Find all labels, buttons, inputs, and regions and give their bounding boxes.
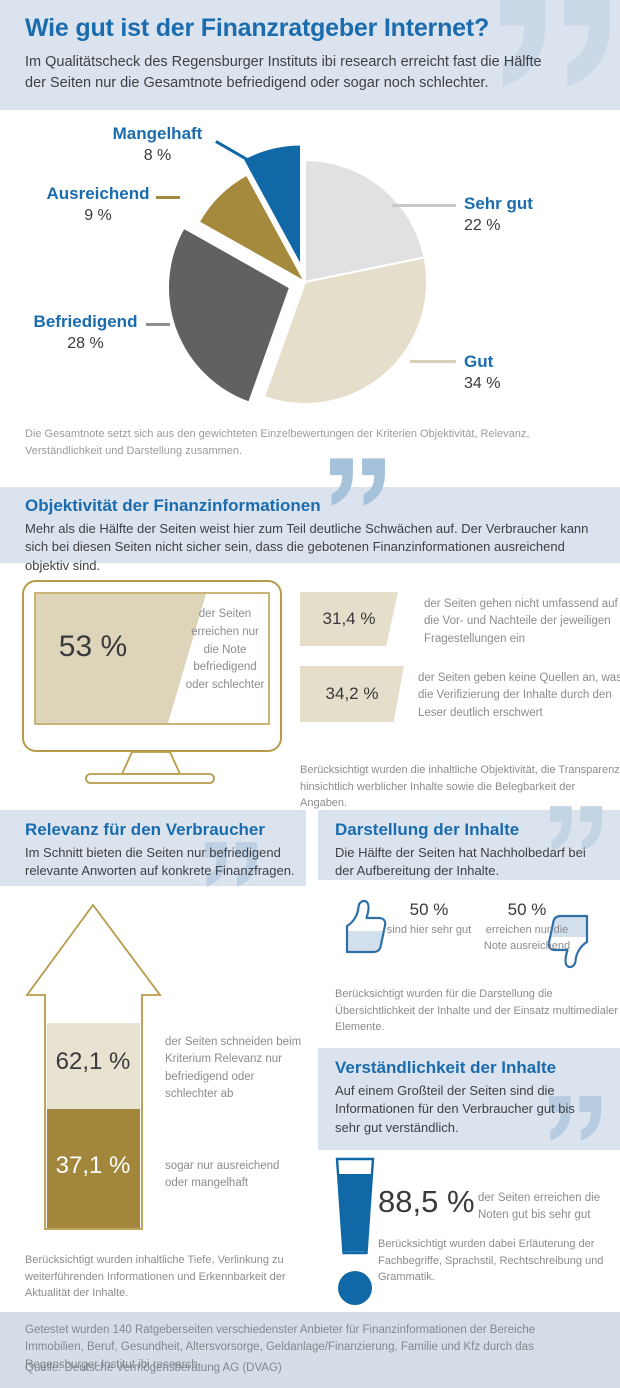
pie-slice-gut: [262, 256, 428, 405]
page-subtitle: Im Qualitätscheck des Regensburger Insti…: [25, 54, 542, 92]
pie-label-ausreichend: Ausreichend 9 %: [42, 184, 154, 225]
pie-category-name: Sehr gut: [464, 194, 533, 213]
pie-category-name: Ausreichend: [46, 184, 150, 203]
pie-label-befriedigend: Befriedigend 28 %: [28, 312, 143, 353]
page-title: Wie gut ist der Finanzratgeber Internet?: [25, 14, 490, 42]
pie-category-name: Mangelhaft: [112, 124, 203, 143]
objektivitaet-heading: Objektivität der Finanzinformationen: [25, 496, 321, 515]
objektivitaet-text: Mehr als die Hälfte der Seiten weist hie…: [25, 521, 589, 573]
quote-icon: [549, 1096, 602, 1141]
pie-category-name: Befriedigend: [33, 312, 138, 331]
pie-label-mangelhaft: Mangelhaft 8 %: [100, 124, 215, 165]
thumb-stat-text: erreichen nur die Note ausreichend: [483, 924, 571, 952]
pie-slice-sehr-gut: [304, 158, 426, 284]
stat-value: 31,4 %: [322, 609, 376, 628]
thumb-up-icon: [345, 899, 387, 954]
quote-icon: [550, 806, 603, 851]
footer-band: [0, 1312, 620, 1388]
pie-slice-mangelhaft: [241, 143, 303, 267]
arrow-stat-text-top: der Seiten schneiden beim Kriterium Rele…: [165, 1036, 302, 1100]
pie-label-sehr-gut: Sehr gut 22 %: [464, 194, 594, 235]
pie-slice-befriedigend: [167, 226, 292, 404]
quote-icon: [205, 842, 258, 887]
pie-chart: [167, 143, 428, 405]
pie-label-gut: Gut 34 %: [464, 352, 594, 393]
arrow-block-top: [47, 1023, 140, 1109]
arrow-stat-text-bottom: sogar nur ausreichend oder mangelhaft: [165, 1160, 280, 1190]
verstaendlichkeit-footnote: Berücksichtigt wurden dabei Erläuterung …: [378, 1238, 604, 1283]
monitor-stat-value: 53 %: [58, 630, 128, 663]
arrow-block-bottom: [47, 1109, 140, 1228]
stat-box: 34,2 %: [300, 666, 404, 722]
thumb-down-icon: [547, 914, 589, 969]
arrow-stat-value-top: 62,1 %: [55, 1048, 131, 1075]
stat-text: der Seiten gehen nicht umfassend auf die…: [424, 598, 618, 645]
relevanz-text: Im Schnitt bieten die Seiten nur befried…: [25, 845, 295, 879]
darstellung-footnote: Berücksichtigt wurden für die Darstellun…: [335, 988, 619, 1033]
darstellung-text: Die Hälfte der Seiten hat Nachholbedarf …: [335, 845, 586, 879]
monitor-stat-label: der Seiten erreichen nur die Note befrie…: [185, 608, 265, 692]
monitor-illustration: [22, 580, 282, 784]
pie-leader-sehr-gut: [392, 204, 456, 207]
pie-category-value: 9 %: [84, 207, 112, 224]
pie-footnote: Die Gesamtnote setzt sich aus den gewich…: [25, 428, 530, 457]
stat-box: 31,4 %: [300, 592, 398, 646]
pie-leader-befriedigend: [146, 323, 170, 326]
stat-text: der Seiten geben keine Quellen an, was d…: [418, 672, 620, 719]
stat-value: 34,2 %: [325, 684, 379, 703]
header-band: Wie gut ist der Finanzratgeber Internet?…: [0, 0, 620, 110]
relevanz-heading: Relevanz für den Verbraucher: [25, 820, 265, 839]
thumb-stat-value: 50 %: [409, 900, 449, 919]
arrow-stat-value-bottom: 37,1 %: [55, 1152, 131, 1179]
pie-category-name: Gut: [464, 352, 494, 371]
thumb-stat: 50 % sind hier sehr gut: [385, 900, 473, 939]
relevanz-footnote: Berücksichtigt wurden inhaltliche Tiefe,…: [25, 1254, 286, 1299]
verstaendlichkeit-stat-value: 88,5 %: [378, 1184, 475, 1219]
quote-icon: [499, 0, 611, 87]
thumb-stat: 50 % erreichen nur die Note ausreichend: [478, 900, 576, 955]
pie-category-value: 28 %: [67, 335, 104, 352]
thumb-stat-value: 50 %: [507, 900, 547, 919]
section-band-objektivitaet: [0, 487, 620, 563]
pie-category-value: 22 %: [464, 217, 501, 234]
darstellung-heading: Darstellung der Inhalte: [335, 820, 520, 839]
pie-leader-ausreichend: [156, 196, 180, 199]
quote-icon: [330, 458, 385, 506]
thumb-stat-text: sind hier sehr gut: [386, 924, 472, 936]
exclamation-icon: [335, 1157, 375, 1305]
verstaendlichkeit-stat-text: der Seiten erreichen die Noten gut bis s…: [478, 1192, 601, 1222]
footer-source: Quelle: Deutsche Vermögensberatung AG (D…: [25, 1362, 282, 1374]
objektivitaet-footnote: Berücksichtigt wurden die inhaltliche Ob…: [300, 764, 620, 809]
monitor-screen-fill: [36, 594, 206, 723]
verstaendlichkeit-heading: Verständlichkeit der Inhalte: [335, 1058, 557, 1077]
arrow-illustration: [25, 903, 162, 1230]
footer-text: Getestet wurden 140 Ratgeberseiten versc…: [25, 1324, 536, 1371]
verstaendlichkeit-text: Auf einem Großteil der Seiten sind die I…: [335, 1083, 575, 1135]
pie-slice-ausreichend: [197, 173, 308, 285]
pie-leader-gut: [410, 360, 456, 363]
pie-category-value: 8 %: [143, 147, 172, 164]
pie-category-value: 34 %: [464, 375, 501, 392]
